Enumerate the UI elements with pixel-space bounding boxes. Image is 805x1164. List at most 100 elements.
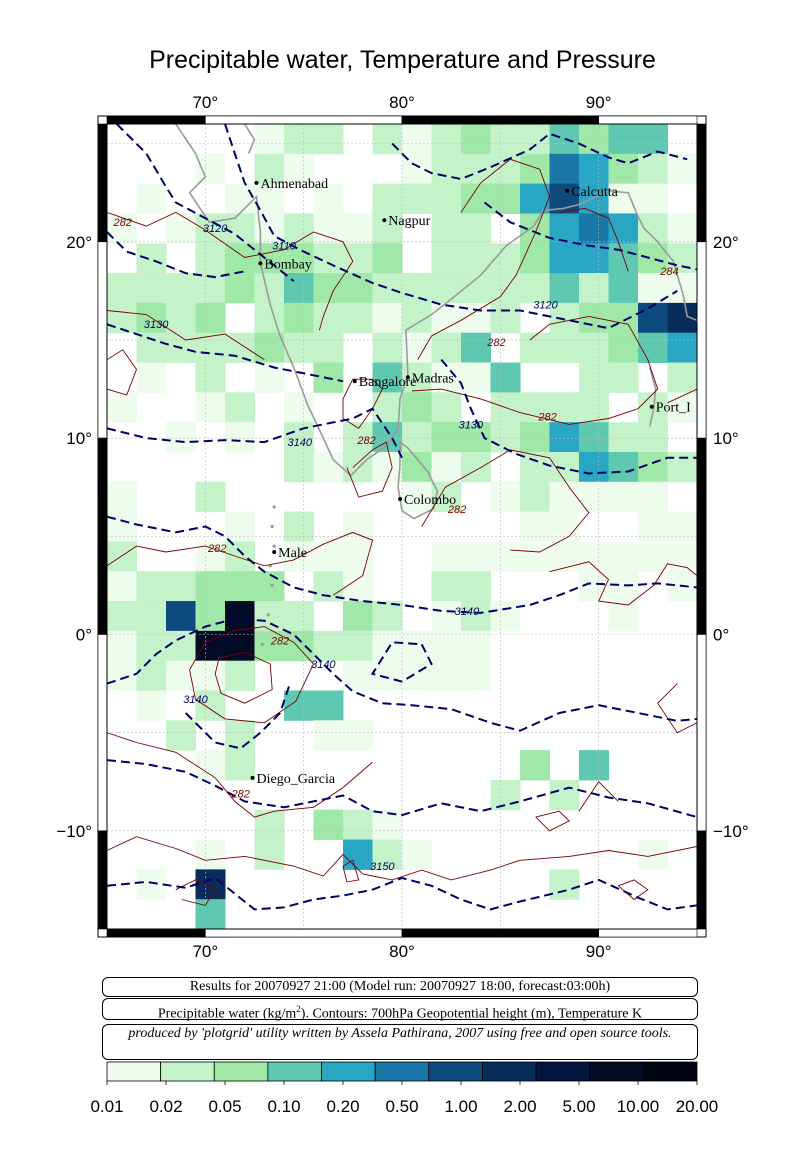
frame-bar-right [696, 437, 707, 635]
precip-cell [461, 332, 491, 364]
geopotential-contour-path [107, 323, 344, 383]
precip-cell [166, 302, 196, 334]
city-label: Bombay [264, 257, 311, 272]
colorbar-label: 0.50 [385, 1097, 418, 1116]
temperature-contour-path [411, 315, 659, 425]
lon-tick-label-top: 70° [192, 93, 218, 112]
precip-cell [254, 243, 285, 274]
precip-cell [225, 541, 255, 572]
precip-cell [490, 124, 521, 155]
results-info-box: Results for 20070927 21:00 (Model run: 2… [102, 977, 698, 997]
precip-cell [608, 124, 639, 155]
precip-cell [284, 332, 314, 364]
precip-cell [520, 243, 550, 274]
lon-tick-label-bottom: 90° [586, 942, 612, 960]
precip-cell [667, 273, 697, 304]
precip-cell [372, 451, 403, 483]
precip-cell [343, 273, 373, 304]
precip-cell [608, 153, 639, 185]
precip-cell [431, 183, 462, 214]
precip-cell [107, 571, 137, 602]
precip-cell [136, 571, 167, 602]
precip-cell [166, 630, 196, 662]
coastline-path [397, 441, 439, 520]
precip-cell [107, 273, 137, 304]
precip-cell [372, 809, 403, 841]
precip-cell [195, 153, 226, 185]
precip-cell [431, 153, 462, 185]
colorbar-label: 2.00 [503, 1097, 536, 1116]
frame-bar-left [97, 634, 108, 832]
precip-cell [225, 601, 255, 632]
precip-cell [608, 541, 639, 572]
frame-bar-right [696, 123, 707, 243]
precip-cell [313, 451, 344, 483]
contour-label: 282 [537, 411, 556, 423]
precip-cell [520, 422, 550, 453]
precip-cell [667, 332, 697, 364]
precip-cell [225, 392, 255, 423]
precip-cell [520, 392, 550, 423]
colorbar-swatch [482, 1061, 537, 1082]
precip-cell [166, 273, 196, 304]
colorbar-swatch [321, 1061, 376, 1082]
precip-cell [431, 630, 462, 662]
precip-cell [667, 213, 697, 244]
precip-cell [461, 601, 491, 632]
city-dot [649, 404, 654, 409]
geopotential-contour-path [184, 683, 291, 750]
colorbar-label: 0.20 [326, 1097, 359, 1116]
precip-cell [313, 809, 344, 841]
precip-cell [225, 183, 255, 214]
contour-label: 3130 [144, 319, 169, 331]
colorbar-swatch [589, 1061, 644, 1082]
precip-cell [195, 302, 226, 334]
precip-cell [431, 243, 462, 274]
precip-cell [667, 243, 697, 274]
precip-cell [549, 422, 580, 453]
precip-cell [225, 243, 255, 274]
city-dot [254, 180, 259, 185]
precip-cell [136, 630, 167, 662]
precip-cell [372, 630, 403, 662]
precip-cell [166, 720, 196, 751]
precip-cell [343, 720, 373, 751]
precip-cell [461, 451, 491, 483]
frame-bar-top [401, 115, 599, 125]
precipitable-water-map: 3120 3110 3130 3120 3130 3140 3140 3140 3140 3150… [56, 93, 748, 960]
precip-cell [608, 213, 639, 244]
precip-cell [284, 601, 314, 632]
city-dot [250, 775, 255, 780]
precip-cell [431, 273, 462, 304]
precip-cell [549, 779, 580, 811]
results-info-text: Results for 20070927 21:00 (Model run: 2… [189, 979, 611, 994]
precip-cell [313, 213, 344, 244]
precip-cell [166, 601, 196, 632]
precip-cell [490, 362, 521, 393]
precip-cell [579, 332, 609, 364]
precip-cell [490, 481, 521, 513]
lon-tick-label-bottom: 70° [192, 942, 218, 960]
city-label: Port_I [656, 401, 691, 416]
precip-cell [549, 541, 580, 572]
precip-cells [107, 124, 697, 929]
precip-cell [402, 183, 432, 214]
contour-label: 282 [207, 543, 226, 555]
city-label: Diego_Garcia [257, 772, 336, 787]
precip-cell [284, 422, 314, 453]
precip-cell [490, 422, 521, 453]
precip-cell [461, 183, 491, 214]
precip-cell [372, 273, 403, 304]
precip-cell [343, 839, 373, 870]
precip-cell [107, 511, 137, 542]
frame-bar-left [97, 437, 108, 635]
precip-cell [195, 362, 226, 393]
precip-cell [343, 213, 373, 244]
temperature-contour-path [342, 378, 383, 429]
colorbar-label: 1.00 [444, 1097, 477, 1116]
precip-cell [667, 362, 697, 393]
temperature-contour-path [107, 836, 697, 881]
colorbar-swatch [106, 1061, 162, 1082]
frame-bar-left [97, 123, 108, 243]
precip-cell [461, 571, 491, 602]
